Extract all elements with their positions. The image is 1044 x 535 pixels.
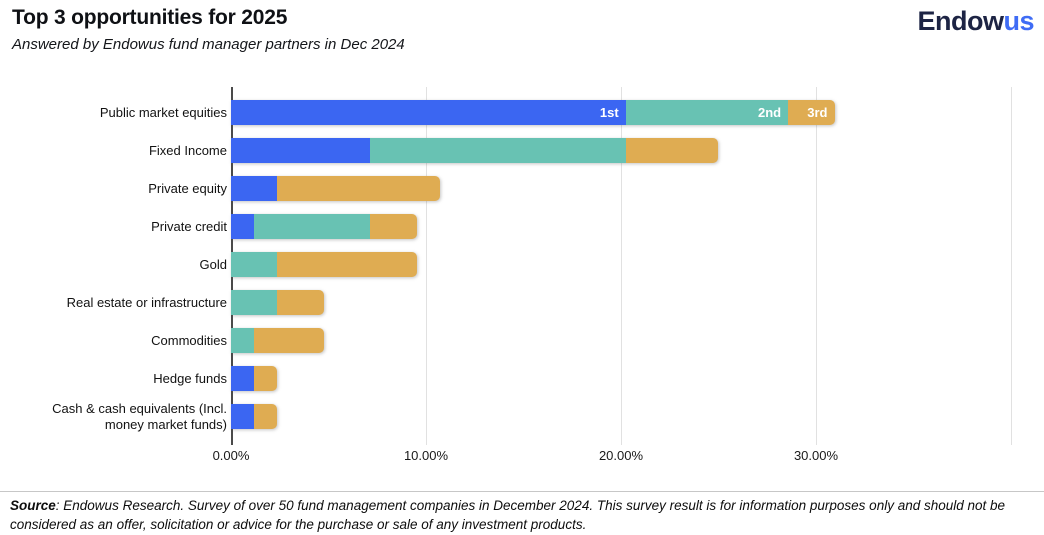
bar-segment-3rd [277, 290, 324, 315]
gridline-40-percent [1011, 87, 1012, 445]
category-label: Private equity [148, 180, 227, 196]
category-label: Public market equities [99, 104, 227, 120]
bar-row [231, 138, 719, 163]
x-tick-label: 30.00% [793, 448, 839, 463]
category-label: Gold [199, 256, 227, 272]
bar-segment-3rd [625, 138, 719, 163]
category-label: Commodities [151, 332, 227, 348]
page-title: Top 3 opportunities for 2025 [12, 6, 288, 29]
endowus-logo: Endowus [917, 6, 1034, 37]
bar-row [231, 328, 324, 353]
bar-segment-2nd [231, 252, 278, 277]
bar-segment-3rd [370, 214, 417, 239]
bar-segment-3rd [277, 176, 440, 201]
gridline-10-percent [426, 87, 427, 445]
source-text: : Endowus Research. Survey of over 50 fu… [10, 498, 1006, 532]
bar-row: 1st 2nd 3rd [231, 100, 835, 125]
category-label: Private credit [151, 218, 227, 234]
series-label-2nd: 2nd [757, 105, 782, 120]
bar-segment-3rd [254, 328, 324, 353]
bar-segment-3rd [254, 404, 278, 429]
series-label-3rd: 3rd [807, 105, 828, 120]
bar-segment-1st [231, 176, 278, 201]
bar-row [231, 366, 278, 391]
category-label: Hedge funds [153, 370, 227, 386]
bar-row [231, 176, 440, 201]
x-tick-label: 10.00% [403, 448, 449, 463]
source-disclaimer: Source: Endowus Research. Survey of over… [0, 491, 1044, 535]
category-label: Cash & cash equivalents (Incl. money mar… [52, 400, 227, 432]
x-tick-label: 20.00% [598, 448, 644, 463]
bar-row [231, 214, 417, 239]
plot-area: 1st 2nd 3rd [231, 87, 1012, 445]
category-label: Real estate or infrastructure [66, 294, 227, 310]
bar-segment-2nd [231, 290, 278, 315]
series-label-1st: 1st [599, 105, 619, 120]
bar-segment-3rd: 3rd [788, 100, 835, 125]
bar-segment-3rd [277, 252, 417, 277]
source-label: Source [10, 498, 56, 513]
bar-segment-1st [231, 138, 371, 163]
bar-segment-2nd: 2nd [625, 100, 789, 125]
bar-segment-1st: 1st [231, 100, 626, 125]
bar-segment-2nd [370, 138, 626, 163]
bar-segment-1st [231, 214, 255, 239]
bar-segment-2nd [254, 214, 371, 239]
page-subtitle: Answered by Endowus fund manager partner… [12, 36, 405, 53]
x-tick-label: 0.00% [212, 448, 250, 463]
category-label: Fixed Income [148, 142, 227, 158]
gridline-30-percent [816, 87, 817, 445]
bar-row [231, 290, 324, 315]
bar-row [231, 404, 278, 429]
bar-segment-1st [231, 366, 255, 391]
logo-text-primary: Endow [917, 6, 1004, 36]
logo-text-accent: us [1003, 6, 1034, 36]
bar-segment-2nd [231, 328, 255, 353]
bar-segment-3rd [254, 366, 278, 391]
bar-row [231, 252, 417, 277]
gridline-20-percent [621, 87, 622, 445]
bar-segment-1st [231, 404, 255, 429]
